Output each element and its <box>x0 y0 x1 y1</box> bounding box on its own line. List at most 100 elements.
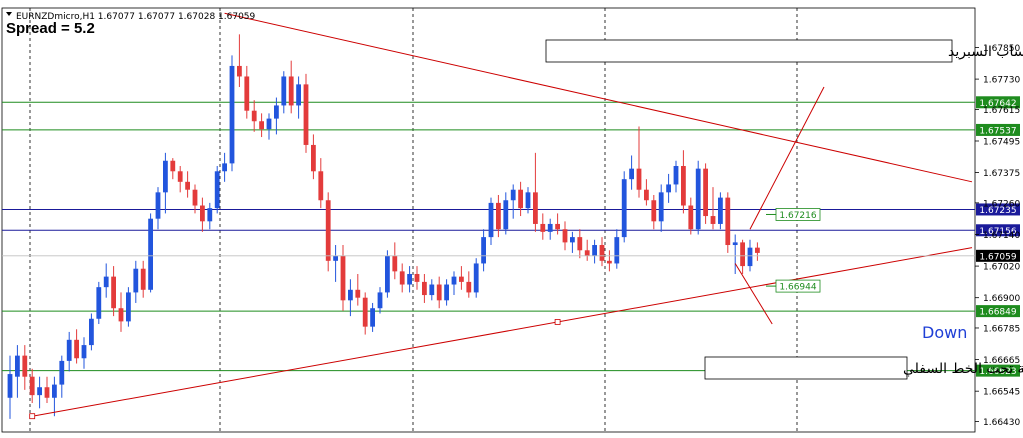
candle-body <box>340 255 346 301</box>
candles-layer <box>7 34 760 419</box>
candle-body <box>414 273 420 282</box>
candle-body <box>695 168 701 230</box>
candle-body <box>451 276 457 285</box>
candle-body <box>503 200 509 230</box>
horizontal-levels: 1.67642 1.67537 1.67235 1.67156 1.66849 1.666… <box>2 96 1020 377</box>
spread-label: Spread = 5.2 <box>6 20 95 37</box>
candle-body <box>185 181 190 190</box>
candle-body <box>666 184 671 193</box>
candle-body <box>288 76 294 106</box>
level-label: 1.67537 <box>979 126 1016 136</box>
candle-body <box>52 384 57 398</box>
axis-tick-label: 1.67850 <box>983 44 1020 54</box>
candle-body <box>348 289 353 301</box>
candle-body <box>718 197 723 224</box>
candle-body <box>89 318 94 346</box>
projection-line <box>749 86 825 230</box>
bottom-note-box[interactable]: اغلقت شمعة تحت الخط السفلي <box>704 356 1023 380</box>
level-tag <box>976 305 1020 318</box>
level-tag <box>976 224 1020 237</box>
candle-body <box>592 245 597 256</box>
axis-tick-label: 1.66545 <box>983 388 1020 398</box>
level-label: 1.67235 <box>979 206 1016 216</box>
candle-body <box>488 202 494 238</box>
candle-body <box>207 208 213 222</box>
candle-body <box>251 110 257 122</box>
trendline-anchor <box>554 319 561 325</box>
candle-body <box>333 255 338 261</box>
candle-body <box>222 163 227 172</box>
candle-body <box>81 345 87 359</box>
marked-price-box <box>775 279 821 293</box>
candle-body <box>481 237 486 264</box>
candle-body <box>15 355 20 377</box>
axis-tick-label: 1.67730 <box>983 76 1020 86</box>
level-label: 1.67642 <box>979 99 1016 109</box>
candle-body <box>362 297 368 327</box>
candle-body <box>533 192 538 224</box>
trendline-lower <box>32 247 973 417</box>
candle-body <box>651 200 657 222</box>
candle-body <box>318 171 324 201</box>
candle-body <box>74 339 79 359</box>
axis-tick-label: 1.67140 <box>983 231 1020 241</box>
level-tag <box>976 203 1020 216</box>
candle-body <box>325 200 331 261</box>
candle-body <box>370 308 375 327</box>
candle-body <box>599 245 605 261</box>
candle-body <box>377 292 383 309</box>
candle-body <box>673 166 679 185</box>
axis-tick-label: 1.67375 <box>983 169 1020 179</box>
candle-body <box>473 263 479 293</box>
candle-body <box>200 205 205 222</box>
candle-body <box>22 355 28 377</box>
axis-tick-label: 1.66665 <box>983 356 1020 366</box>
candle-body <box>111 276 116 309</box>
candle-body <box>755 247 760 253</box>
marked-price-label: 1.66944 <box>779 283 816 293</box>
dropdown-triangle-icon[interactable] <box>6 12 12 16</box>
candle-body <box>496 202 501 230</box>
candle-body <box>170 160 176 172</box>
candle-body <box>747 247 753 267</box>
candle-body <box>577 237 583 251</box>
candle-body <box>163 160 168 193</box>
axis-tick-label: 1.66430 <box>983 418 1020 428</box>
candle-body <box>237 65 242 77</box>
candle-body <box>177 171 183 182</box>
candle-body <box>710 216 716 224</box>
candle-body <box>436 284 442 301</box>
level-tag <box>976 96 1020 109</box>
candle-body <box>621 179 627 238</box>
axis-tick-label: 1.67260 <box>983 199 1020 209</box>
candle-body <box>214 171 220 209</box>
candle-body <box>37 387 42 396</box>
candle-body <box>555 223 560 230</box>
candle-body <box>644 189 649 201</box>
candle-body <box>547 223 553 232</box>
candle-body <box>385 255 390 293</box>
candle-body <box>311 144 316 172</box>
candle-body <box>540 223 546 232</box>
candle-body <box>725 197 731 246</box>
candle-body <box>688 205 694 230</box>
current-price-tag <box>976 249 1020 262</box>
candle-body <box>562 229 568 243</box>
candle-body <box>66 339 72 361</box>
level-label: 1.66849 <box>979 308 1016 318</box>
top-note-box[interactable]: ادخل بيع لما يرجع السعر لخط السفلي مع عم… <box>545 39 1023 63</box>
candle-body <box>607 260 612 264</box>
candle-body <box>584 250 590 256</box>
candle-body <box>399 271 405 285</box>
candle-body <box>133 268 139 293</box>
candle-body <box>444 284 449 301</box>
candle-body <box>570 237 575 243</box>
projection-line <box>734 263 773 325</box>
axis-tick-label: 1.66785 <box>983 324 1020 334</box>
candle-body <box>525 192 531 209</box>
candle-body <box>192 189 198 206</box>
candle-body <box>148 218 153 290</box>
trendlines-layer: 1.67216 1.66944 <box>29 12 973 420</box>
